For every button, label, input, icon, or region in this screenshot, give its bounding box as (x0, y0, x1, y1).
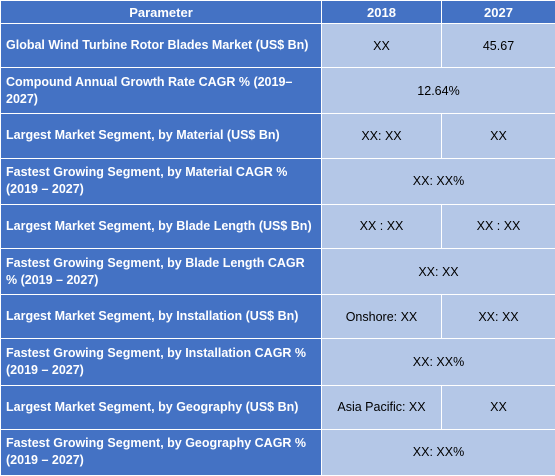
row-parameter: Largest Market Segment, by Geography (US… (0, 384, 322, 430)
cell-2018: Asia Pacific: XX (321, 384, 442, 430)
row-parameter: Compound Annual Growth Rate CAGR % (2019… (0, 67, 322, 115)
cell-merged-cagr: 12.64% (321, 67, 555, 115)
header-year-2018: 2018 (321, 0, 442, 24)
cell-2018: XX : XX (321, 203, 442, 249)
cell-2027: XX : XX (441, 203, 555, 249)
header-parameter: Parameter (0, 0, 322, 24)
table-row: Fastest Growing Segment, by Blade Length… (0, 247, 555, 296)
cell-2027: 45.67 (441, 22, 555, 69)
cell-2027: XX (441, 113, 555, 159)
row-parameter: Largest Market Segment, by Blade Length … (0, 203, 322, 249)
row-parameter: Fastest Growing Segment, by Installation… (0, 338, 322, 386)
cell-merged-cagr: XX: XX (321, 247, 555, 296)
row-parameter: Fastest Growing Segment, by Blade Length… (0, 247, 322, 296)
cell-merged-cagr: XX: XX% (321, 338, 555, 386)
table-row: Largest Market Segment, by Geography (US… (0, 384, 555, 430)
cell-2018: XX: XX (321, 113, 442, 159)
table-row: Fastest Growing Segment, by Installation… (0, 338, 555, 386)
row-parameter: Fastest Growing Segment, by Geography CA… (0, 428, 322, 476)
table-row: Fastest Growing Segment, by Geography CA… (0, 428, 555, 476)
row-parameter: Fastest Growing Segment, by Material CAG… (0, 157, 322, 205)
cell-merged-cagr: XX: XX% (321, 428, 555, 476)
cell-2027: XX (441, 384, 555, 430)
table-row: Compound Annual Growth Rate CAGR % (2019… (0, 67, 555, 115)
table-row: Largest Market Segment, by Blade Length … (0, 203, 555, 249)
header-row: Parameter 2018 2027 (0, 0, 555, 24)
cell-merged-cagr: XX: XX% (321, 157, 555, 205)
header-year-2027: 2027 (441, 0, 555, 24)
row-parameter: Global Wind Turbine Rotor Blades Market … (0, 22, 322, 69)
table-row: Largest Market Segment, by Material (US$… (0, 113, 555, 159)
table-row: Fastest Growing Segment, by Material CAG… (0, 157, 555, 205)
table-row: Global Wind Turbine Rotor Blades Market … (0, 22, 555, 69)
cell-2027: XX: XX (441, 294, 555, 340)
cell-2018: Onshore: XX (321, 294, 442, 340)
table-row: Largest Market Segment, by Installation … (0, 294, 555, 340)
row-parameter: Largest Market Segment, by Material (US$… (0, 113, 322, 159)
cell-2018: XX (321, 22, 442, 69)
row-parameter: Largest Market Segment, by Installation … (0, 294, 322, 340)
